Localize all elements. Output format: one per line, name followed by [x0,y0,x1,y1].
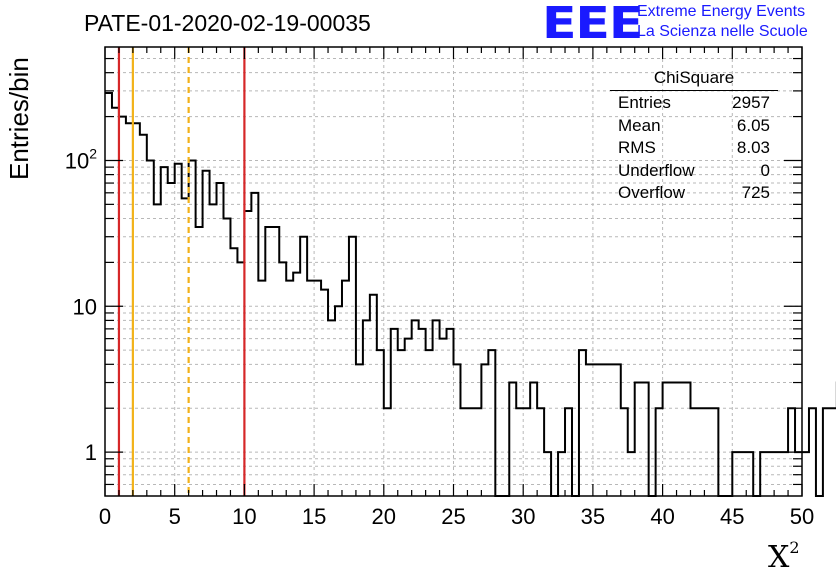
y-axis-label: Entries/bin [4,57,34,180]
stats-row-overflow: Overflow 725 [610,182,778,205]
y-tick-label: 1 [85,440,97,465]
x-tick-label: 5 [169,504,181,529]
stats-value: 0 [760,160,770,180]
stats-value: 725 [741,183,770,202]
x-axis-label-main: X [768,540,790,575]
stats-row-rms: RMS 8.03 [610,137,778,160]
stats-row-entries: Entries 2957 [610,92,778,115]
stats-box: ChiSquare Entries 2957 Mean 6.05 RMS 8.03 Unde… [610,68,778,205]
stats-label: Underflow [618,160,695,180]
stats-label: Entries [618,93,671,112]
x-tick-label: 15 [302,504,326,529]
org-name: Extreme Energy Events [637,3,806,20]
histogram-line [105,92,836,497]
stats-value: 2957 [732,93,770,112]
reference-lines [117,47,246,496]
histogram-bars [105,92,836,497]
x-tick-label: 10 [232,504,256,529]
x-tick-label: 0 [99,504,111,529]
x-tick-label: 20 [372,504,396,529]
x-tick-label: 35 [581,504,605,529]
x-tick-label: 30 [511,504,535,529]
axes: 0 5 10 15 20 25 30 35 40 45 50 1 10 102 [65,46,814,529]
x-tick-label: 45 [720,504,744,529]
stats-title: ChiSquare [610,68,778,91]
stats-rows: Entries 2957 Mean 6.05 RMS 8.03 Underflow 0 Over… [610,92,778,205]
stats-label: RMS [618,138,656,157]
stats-value: 6.05 [736,115,770,135]
stats-label: Overflow [618,183,686,202]
x-tick-label: 25 [441,504,465,529]
stats-label: Mean [618,115,661,135]
x-axis-label: X2 [768,538,800,575]
chart-title: PATE-01-2020-02-19-00035 [84,10,371,36]
eee-logo: EEE [542,0,643,49]
x-axis-label-superscript: 2 [789,538,800,557]
stats-row-underflow: Underflow 0 [610,160,778,183]
org-subtitle: La Scienza nelle Scuole [637,23,808,40]
y-tick-label: 10 [73,294,97,319]
x-tick-label: 40 [650,504,674,529]
y-tick-label: 102 [65,145,97,173]
x-tick-label: 50 [790,504,814,529]
stats-value: 8.03 [736,138,770,157]
stats-row-mean: Mean 6.05 [610,115,778,138]
